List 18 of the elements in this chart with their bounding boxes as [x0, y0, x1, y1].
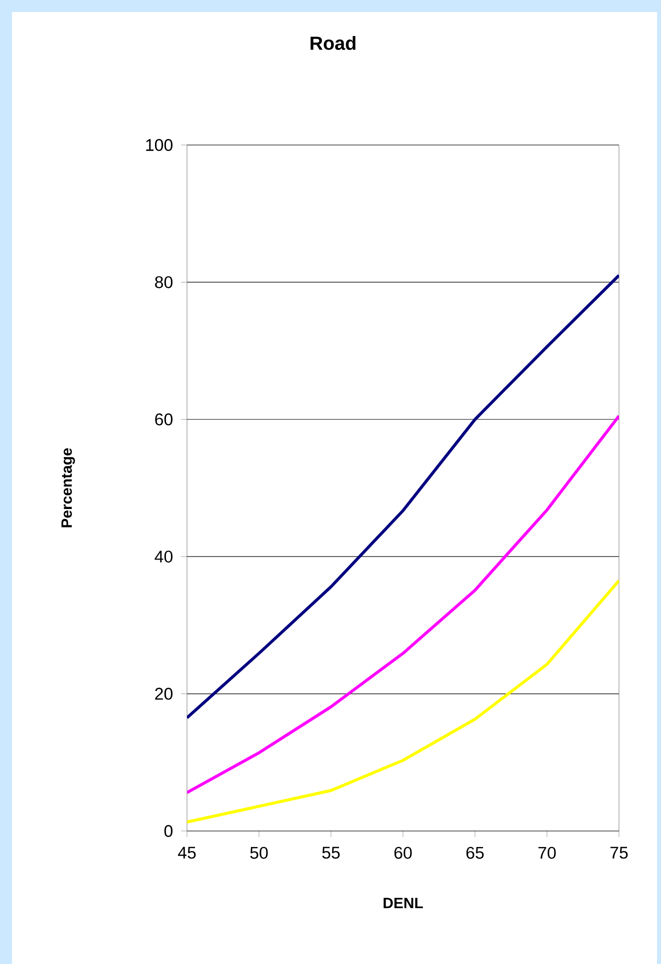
y-tick-label: 40 — [154, 550, 172, 563]
y-tick-label: 60 — [155, 413, 172, 426]
x-axis-title: DENL — [384, 898, 423, 908]
x-tick-label: 55 — [322, 846, 340, 859]
x-tick-label: 65 — [466, 846, 484, 859]
x-tick-label: 75 — [610, 846, 628, 859]
x-tick-label: 60 — [394, 846, 412, 859]
line-series — [187, 274, 619, 720]
x-tick-label: 50 — [250, 846, 268, 859]
y-axis-title: Percentage — [61, 448, 75, 528]
line-series — [187, 414, 619, 794]
x-tick-label: 45 — [178, 846, 196, 859]
x-tick-label: 70 — [538, 846, 556, 859]
y-tick-label: 100 — [146, 138, 172, 151]
y-tick-label: 20 — [155, 688, 172, 700]
chart-title: Road — [310, 36, 356, 50]
y-tick-label: 80 — [155, 276, 172, 288]
y-tick-label: 0 — [164, 824, 172, 837]
